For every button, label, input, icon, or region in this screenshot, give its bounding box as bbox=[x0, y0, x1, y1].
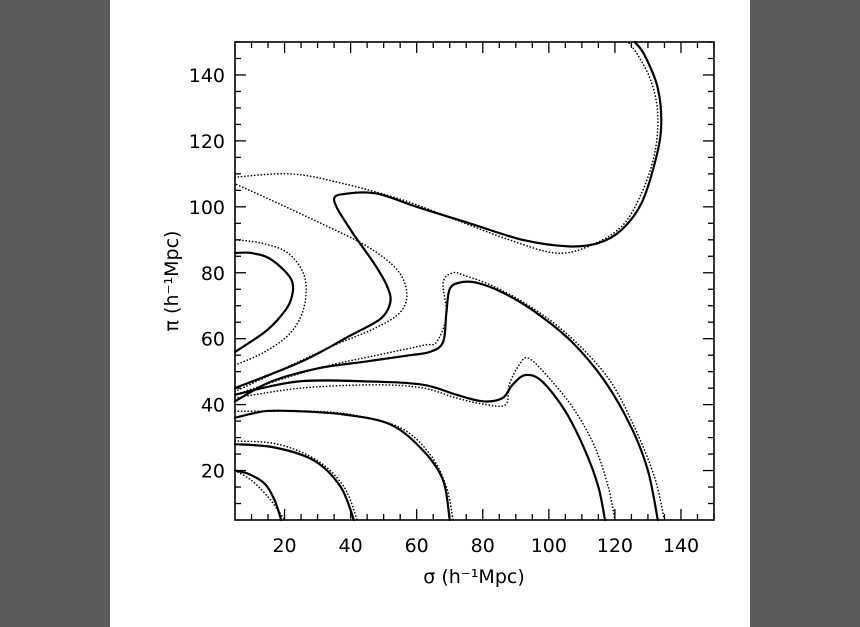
contour-solid bbox=[233, 443, 355, 522]
contour-solid bbox=[233, 373, 607, 522]
contour-dotted bbox=[234, 440, 358, 521]
y-tick-label: 120 bbox=[189, 131, 225, 153]
contour-solid bbox=[233, 251, 295, 353]
contour-solid bbox=[233, 469, 283, 522]
y-tick-label: 40 bbox=[201, 395, 225, 417]
x-axis-title: σ (h⁻¹Mpc) bbox=[423, 566, 525, 588]
y-axis-title: π (h⁻¹Mpc) bbox=[161, 231, 183, 332]
x-tick-label: 140 bbox=[663, 535, 699, 557]
contour-dotted bbox=[234, 356, 616, 521]
x-tick-label: 40 bbox=[339, 535, 363, 557]
contour-solid bbox=[233, 40, 663, 390]
y-tick-label: 20 bbox=[201, 461, 225, 483]
contour-solid bbox=[233, 409, 451, 522]
contour-plot: 20 40 60 80 100 120 140 20 40 60 80 100 120 140 σ (h… bbox=[161, 40, 715, 588]
x-tick-labels: 20 40 60 80 100 120 140 bbox=[272, 535, 699, 557]
contour-dotted bbox=[234, 271, 666, 521]
contour-dotted bbox=[234, 41, 659, 255]
x-tick-label: 100 bbox=[531, 535, 567, 557]
figure-panel: 20 40 60 80 100 120 140 20 40 60 80 100 120 140 σ (h… bbox=[110, 0, 750, 627]
x-tick-label: 20 bbox=[272, 535, 296, 557]
y-tick-label: 60 bbox=[201, 329, 225, 351]
y-tick-label: 100 bbox=[189, 197, 225, 219]
x-tick-label: 120 bbox=[597, 535, 633, 557]
y-tick-label: 140 bbox=[189, 65, 225, 87]
contour-dotted bbox=[234, 183, 408, 393]
y-tick-labels: 20 40 60 80 100 120 140 bbox=[189, 65, 225, 483]
x-tick-label: 80 bbox=[471, 535, 495, 557]
y-tick-label: 80 bbox=[201, 263, 225, 285]
contour-dotted bbox=[234, 469, 286, 521]
contour-solid bbox=[233, 280, 659, 522]
x-tick-label: 60 bbox=[405, 535, 429, 557]
contour-lines bbox=[233, 40, 666, 522]
plot-frame bbox=[234, 41, 715, 521]
contour-dotted bbox=[234, 410, 454, 521]
axis-ticks bbox=[235, 41, 715, 520]
